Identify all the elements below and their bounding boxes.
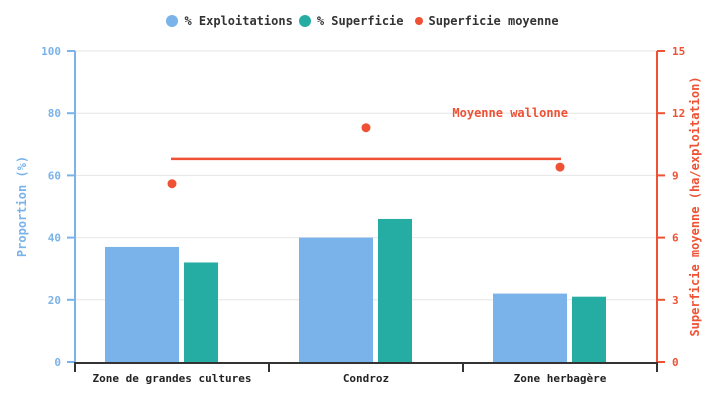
tick-label: 80 <box>48 107 61 120</box>
legend-swatch-superficie-icon <box>298 15 311 27</box>
legend-item-superficie[interactable]: % Superficie <box>298 14 404 28</box>
category-label: Condroz <box>343 372 389 385</box>
category-label: Zone de grandes cultures <box>93 372 252 385</box>
bar[interactable] <box>184 262 218 362</box>
tick-label: 0 <box>672 356 679 369</box>
left-axis-title: Proportion (%) <box>15 156 29 257</box>
bar[interactable] <box>105 246 179 362</box>
reference-line: Moyenne wallonne <box>171 106 568 161</box>
tick-label: 20 <box>48 294 61 307</box>
left-y-axis: 0 20 40 60 80 100 Proportion (%) <box>15 45 76 369</box>
legend-label: % Superficie <box>316 14 404 28</box>
bar[interactable] <box>493 293 567 362</box>
tick-label: 100 <box>41 45 61 58</box>
tick-label: 40 <box>48 232 61 245</box>
tick-label: 12 <box>672 107 685 120</box>
tick-label: 60 <box>48 169 61 182</box>
tick-label: 3 <box>672 294 679 307</box>
data-point[interactable] <box>555 162 565 172</box>
legend-item-exploitations[interactable]: % Exploitations <box>166 14 293 28</box>
bar[interactable] <box>572 296 606 362</box>
bar[interactable] <box>299 237 373 362</box>
bar-series <box>105 218 606 362</box>
tick-label: 9 <box>672 169 679 182</box>
reference-line-label: Moyenne wallonne <box>452 106 568 120</box>
chart-legend: % Exploitations % Superficie Superficie … <box>0 14 725 28</box>
legend-swatch-moyenne-icon <box>414 17 423 25</box>
legend-item-superficie-moyenne[interactable]: Superficie moyenne <box>414 14 559 28</box>
tick-label: 15 <box>672 45 685 58</box>
bar[interactable] <box>378 218 412 362</box>
tick-label: 6 <box>672 232 679 245</box>
legend-label: Superficie moyenne <box>428 14 559 28</box>
legend-swatch-exploitations-icon <box>166 15 179 27</box>
data-point[interactable] <box>361 123 371 133</box>
right-y-axis: 0 3 6 9 12 15 Superficie moyenne (ha/exploitat… <box>656 45 702 369</box>
legend-label: % Exploitations <box>184 14 293 28</box>
right-axis-title: Superficie moyenne (ha/exploitation) <box>688 76 702 336</box>
data-point[interactable] <box>167 179 177 189</box>
category-label: Zone herbagère <box>514 372 607 385</box>
tick-label: 0 <box>54 356 61 369</box>
scatter-series <box>167 123 565 189</box>
x-axis: Zone de grandes cultures Condroz Zone herb… <box>74 362 658 385</box>
